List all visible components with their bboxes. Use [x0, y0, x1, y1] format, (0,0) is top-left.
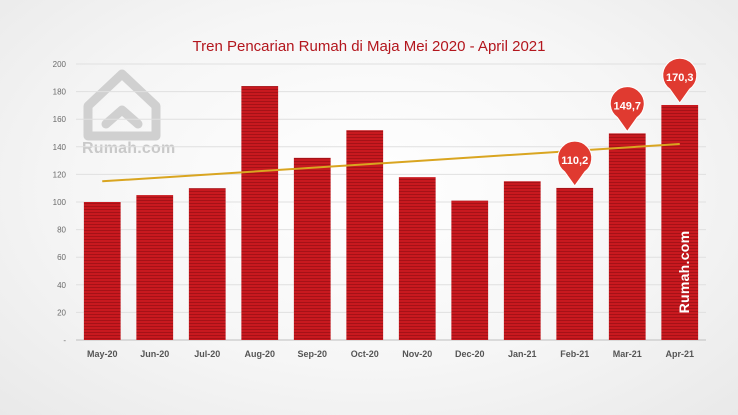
y-tick-label: - — [63, 336, 66, 345]
x-tick-label: Sep-20 — [297, 349, 327, 359]
x-tick-label: Oct-20 — [351, 349, 379, 359]
x-tick-label: Jan-21 — [508, 349, 537, 359]
x-tick-label: Feb-21 — [560, 349, 589, 359]
x-tick-label: Apr-21 — [665, 349, 694, 359]
y-tick-label: 80 — [57, 226, 66, 235]
bar — [608, 133, 646, 340]
bar — [556, 187, 594, 340]
bar — [503, 181, 541, 340]
y-tick-label: 100 — [53, 198, 67, 207]
trendline — [102, 143, 680, 183]
callout-label: 110,2 — [561, 155, 588, 167]
x-tick-label: Mar-21 — [613, 349, 642, 359]
callout-label: 149,7 — [613, 100, 641, 112]
bar — [136, 195, 174, 340]
y-tick-label: 200 — [53, 60, 67, 69]
y-tick-label: 160 — [53, 115, 67, 124]
callout-pin — [557, 140, 593, 187]
y-tick-label: 140 — [53, 143, 67, 152]
x-tick-label: Jun-20 — [140, 349, 169, 359]
chart-title: Tren Pencarian Rumah di Maja Mei 2020 - … — [192, 38, 546, 55]
y-tick-label: 120 — [53, 170, 67, 179]
y-tick-label: 60 — [57, 253, 66, 262]
x-tick-label: Jul-20 — [194, 349, 220, 359]
bar — [398, 177, 436, 340]
logo-text: Rumah.com — [82, 140, 176, 157]
x-tick-label: Aug-20 — [244, 349, 275, 359]
bar — [83, 202, 121, 340]
x-tick-label: May-20 — [87, 349, 118, 359]
x-tick-label: Nov-20 — [402, 349, 432, 359]
bar — [451, 200, 489, 340]
x-tick-label: Dec-20 — [455, 349, 485, 359]
bar — [241, 86, 279, 340]
callout-pin — [662, 57, 698, 104]
y-tick-label: 180 — [53, 88, 67, 97]
bar — [188, 188, 226, 340]
bar — [346, 130, 384, 340]
side-brand-label: Rumah.com — [676, 230, 692, 314]
callout-label: 170,3 — [666, 72, 694, 84]
y-tick-label: 40 — [57, 281, 66, 290]
bar — [293, 157, 331, 340]
y-tick-label: 20 — [57, 308, 66, 317]
callout-pin — [609, 86, 645, 133]
